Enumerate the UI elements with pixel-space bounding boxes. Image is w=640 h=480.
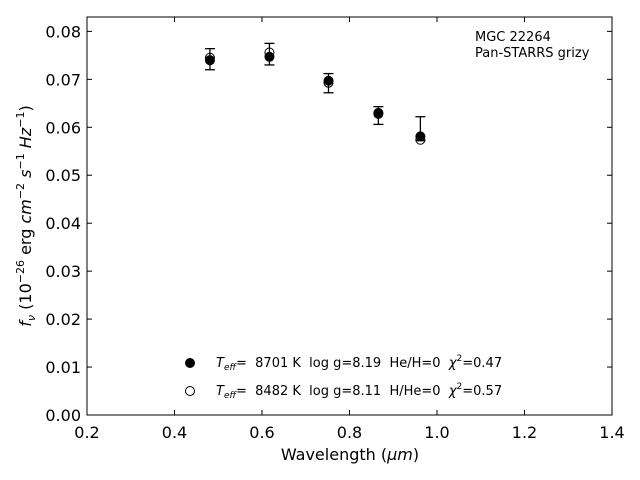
legend-1-params: = 8701 K log g=8.19 He/H=0 bbox=[236, 356, 449, 371]
legend-marker-filled bbox=[185, 358, 195, 368]
legend-entry-1: Teff= 8701 K log g=8.19 He/H=0 χ2=0.47 bbox=[216, 354, 502, 373]
legend-1-chi: χ bbox=[448, 356, 458, 371]
point-filled bbox=[415, 131, 426, 142]
point-filled bbox=[373, 107, 384, 118]
legend-marker-open bbox=[185, 386, 195, 396]
y-label-cm-exp: −2 bbox=[14, 183, 27, 199]
point-filled bbox=[264, 51, 275, 62]
y-label-cm: cm bbox=[16, 199, 35, 223]
x-tick-label: 1.0 bbox=[424, 423, 449, 442]
y-label-erg: erg bbox=[16, 224, 35, 260]
y-tick-label: 0.07 bbox=[45, 70, 81, 89]
legend-1-chi-val: =0.47 bbox=[462, 356, 502, 371]
legend-2-params: = 8482 K log g=8.11 H/He=0 bbox=[236, 384, 449, 399]
annotation-object-name: MGC 22264 bbox=[475, 30, 551, 45]
y-axis-label: fν (10−26 erg cm−2 s−1 Hz−1) bbox=[14, 105, 38, 326]
x-axis-label: Wavelength (μm) bbox=[281, 445, 419, 464]
x-tick-label: 0.8 bbox=[337, 423, 362, 442]
legend-2-teff-sub: eff bbox=[224, 391, 238, 401]
x-axis-label-unit: μm bbox=[386, 445, 413, 464]
y-label-s: s bbox=[16, 170, 35, 178]
y-label-open: (10 bbox=[16, 283, 35, 315]
legend-1-chi-exp: 2 bbox=[457, 354, 463, 364]
x-axis-label-close: ) bbox=[413, 445, 419, 464]
x-axis: 0.2 0.4 0.6 0.8 1.0 1.2 1.4 bbox=[74, 17, 625, 442]
annotation-survey: Pan-STARRS grizy bbox=[475, 46, 590, 61]
y-label-f: f bbox=[16, 319, 35, 327]
legend-entry-2: Teff= 8482 K log g=8.11 H/He=0 χ2=0.57 bbox=[216, 382, 502, 401]
y-label-hz: Hz bbox=[16, 127, 35, 148]
y-label-exp: −26 bbox=[14, 260, 27, 283]
legend-2-chi-exp: 2 bbox=[457, 382, 463, 392]
y-label-s-exp: −1 bbox=[14, 153, 27, 169]
error-bars bbox=[204, 42, 426, 142]
x-tick-label: 0.2 bbox=[74, 423, 99, 442]
data-points bbox=[204, 47, 426, 145]
legend-2-chi-val: =0.57 bbox=[462, 384, 502, 399]
y-label-nu: ν bbox=[25, 315, 38, 321]
legend-1-teff-sub: eff bbox=[224, 363, 238, 373]
point-filled bbox=[323, 75, 334, 86]
x-tick-label: 1.2 bbox=[512, 423, 537, 442]
x-tick-label: 0.4 bbox=[162, 423, 187, 442]
y-tick-label: 0.08 bbox=[45, 22, 81, 41]
x-tick-label: 1.4 bbox=[599, 423, 624, 442]
legend-1-teff: T bbox=[216, 356, 225, 371]
y-tick-label: 0.00 bbox=[45, 406, 81, 425]
y-label-hz-exp: −1 bbox=[14, 112, 27, 128]
y-axis: 0.00 0.01 0.02 0.03 0.04 0.05 0.06 0.07 0.08 bbox=[45, 22, 612, 425]
point-filled bbox=[204, 55, 215, 66]
legend-2-chi: χ bbox=[448, 384, 458, 399]
x-axis-label-text: Wavelength ( bbox=[281, 445, 387, 464]
y-tick-label: 0.04 bbox=[45, 214, 81, 233]
y-tick-label: 0.03 bbox=[45, 262, 81, 281]
y-tick-label: 0.01 bbox=[45, 358, 81, 377]
y-tick-label: 0.06 bbox=[45, 118, 81, 137]
y-label-close: ) bbox=[16, 105, 35, 111]
legend: Teff= 8701 K log g=8.19 He/H=0 χ2=0.47 T… bbox=[185, 354, 502, 401]
legend-2-teff: T bbox=[216, 384, 225, 399]
y-tick-label: 0.05 bbox=[45, 166, 81, 185]
y-tick-label: 0.02 bbox=[45, 310, 81, 329]
x-tick-label: 0.6 bbox=[249, 423, 274, 442]
